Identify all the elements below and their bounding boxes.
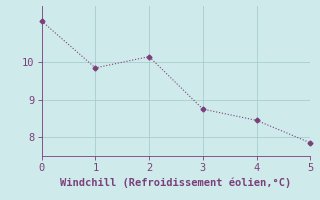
X-axis label: Windchill (Refroidissement éolien,°C): Windchill (Refroidissement éolien,°C) bbox=[60, 177, 292, 188]
